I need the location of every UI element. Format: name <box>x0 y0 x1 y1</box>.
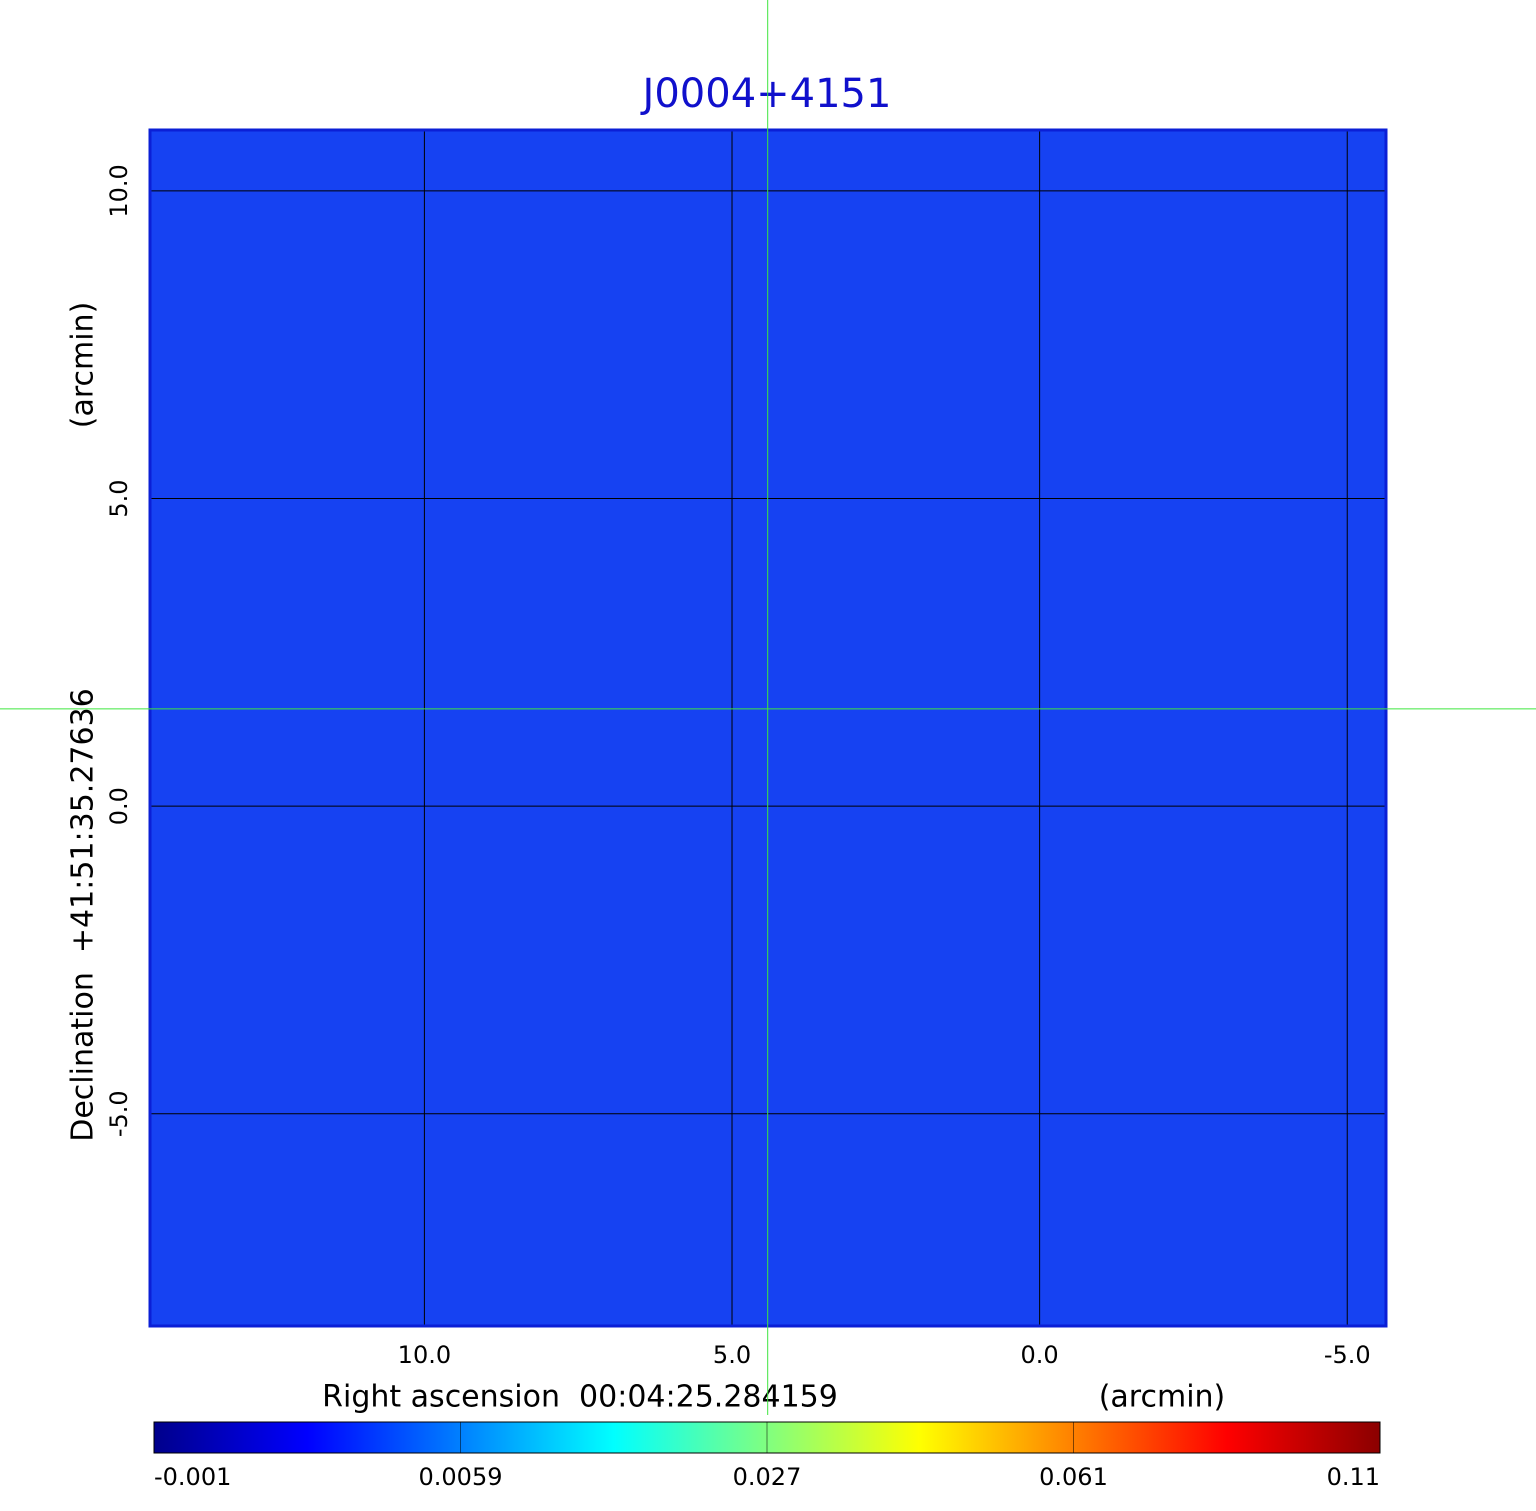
colorbar-tick-label: 0.027 <box>733 1463 802 1491</box>
x-tick-label: 10.0 <box>398 1341 451 1369</box>
y-tick-label: 10.0 <box>105 164 133 217</box>
y-tick-label: -5.0 <box>105 1090 133 1137</box>
chart-title: J0004+4151 <box>640 71 892 117</box>
y-axis-unit: (arcmin) <box>66 302 101 429</box>
y-tick-label: 5.0 <box>105 479 133 517</box>
colorbar-tick-label: 0.061 <box>1039 1463 1108 1491</box>
x-tick-label: 5.0 <box>713 1341 751 1369</box>
y-axis-label: Declination +41:51:35.27636 <box>66 688 101 1142</box>
x-axis-label: Right ascension 00:04:25.284159 <box>322 1380 838 1415</box>
y-tick-label: 0.0 <box>105 787 133 825</box>
colorbar-tick-label: 0.0059 <box>419 1463 503 1491</box>
x-tick-label: 0.0 <box>1021 1341 1059 1369</box>
x-axis-unit: (arcmin) <box>1099 1380 1226 1415</box>
x-tick-label: -5.0 <box>1324 1341 1371 1369</box>
colorbar-tick-label: -0.001 <box>154 1463 231 1491</box>
colorbar-tick-label: 0.11 <box>1327 1463 1380 1491</box>
